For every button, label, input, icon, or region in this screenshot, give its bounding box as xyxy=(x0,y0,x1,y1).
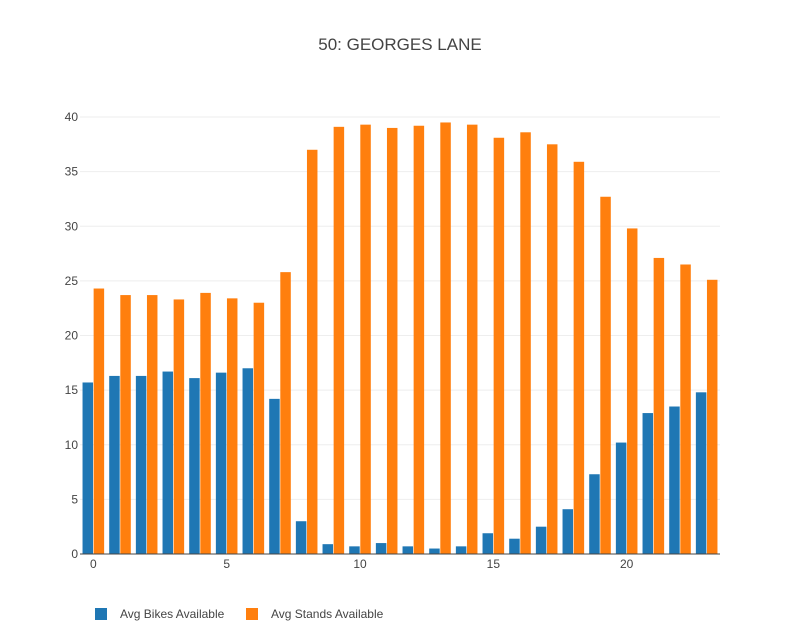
bar-bikes-3[interactable] xyxy=(162,371,174,554)
y-tick-label: 5 xyxy=(71,492,78,506)
bar-stands-17[interactable] xyxy=(546,144,558,554)
bar-stands-21[interactable] xyxy=(653,257,665,554)
bar-bikes-16[interactable] xyxy=(509,538,520,554)
bar-bikes-18[interactable] xyxy=(562,509,574,554)
bar-bikes-6[interactable] xyxy=(242,368,254,554)
legend-item-bikes[interactable]: Avg Bikes Available xyxy=(95,607,225,621)
bar-stands-20[interactable] xyxy=(626,228,638,554)
bar-bikes-19[interactable] xyxy=(589,474,600,554)
legend-label: Avg Stands Available xyxy=(271,607,384,621)
gridlines xyxy=(80,116,720,500)
y-tick-label: 40 xyxy=(65,110,79,124)
chart-title: 50: GEORGES LANE xyxy=(318,35,481,54)
bar-bikes-17[interactable] xyxy=(535,526,547,554)
axes: 0 5 10 15 20 25 30 35 40 0 5 10 15 20 xyxy=(65,110,720,571)
bar-stands-2[interactable] xyxy=(146,295,158,554)
bar-bikes-14[interactable] xyxy=(455,546,467,554)
legend-item-stands[interactable]: Avg Stands Available xyxy=(246,607,384,621)
bar-stands-22[interactable] xyxy=(680,264,691,554)
y-tick-label: 30 xyxy=(65,219,79,233)
bar-stands-19[interactable] xyxy=(600,196,611,554)
bar-bikes-9[interactable] xyxy=(322,544,334,554)
bar-stands-7[interactable] xyxy=(280,272,291,554)
bar-bikes-11[interactable] xyxy=(375,543,387,554)
bar-bikes-21[interactable] xyxy=(642,413,654,554)
bar-bikes-8[interactable] xyxy=(295,521,307,554)
x-tick-label: 0 xyxy=(90,557,97,571)
bar-stands-10[interactable] xyxy=(360,124,371,555)
bar-bikes-23[interactable] xyxy=(695,392,707,554)
y-tick-label: 20 xyxy=(65,329,79,343)
legend-swatch xyxy=(95,608,107,620)
bar-stands-16[interactable] xyxy=(520,132,531,555)
legend-label: Avg Bikes Available xyxy=(120,607,225,621)
bar-stands-12[interactable] xyxy=(413,125,425,555)
bar-bikes-4[interactable] xyxy=(189,378,200,554)
bar-stands-8[interactable] xyxy=(306,149,318,554)
bar-stands-13[interactable] xyxy=(440,122,451,555)
bar-bikes-15[interactable] xyxy=(482,533,494,554)
bar-bikes-10[interactable] xyxy=(349,546,360,554)
y-tick-label: 10 xyxy=(65,438,79,452)
y-tick-label: 0 xyxy=(71,547,78,561)
legend[interactable]: Avg Bikes Available Avg Stands Available xyxy=(95,607,384,621)
bar-bikes-20[interactable] xyxy=(615,442,627,554)
bar-bikes-22[interactable] xyxy=(669,406,680,554)
bar-stands-18[interactable] xyxy=(573,161,585,555)
x-tick-label: 5 xyxy=(223,557,230,571)
bars xyxy=(82,122,718,555)
bar-stands-3[interactable] xyxy=(173,299,185,554)
bar-stands-6[interactable] xyxy=(253,302,265,554)
y-tick-label: 15 xyxy=(65,383,79,397)
x-tick-label: 15 xyxy=(487,557,501,571)
bar-bikes-1[interactable] xyxy=(109,375,120,554)
bar-bikes-0[interactable] xyxy=(82,382,94,554)
bar-stands-23[interactable] xyxy=(706,279,718,554)
y-tick-label: 25 xyxy=(65,274,79,288)
bar-bikes-13[interactable] xyxy=(429,548,440,554)
bar-stands-15[interactable] xyxy=(493,137,505,554)
bar-bikes-12[interactable] xyxy=(402,546,414,554)
bar-bikes-7[interactable] xyxy=(269,398,280,554)
bar-bikes-2[interactable] xyxy=(135,375,147,554)
bar-stands-14[interactable] xyxy=(466,124,478,555)
x-tick-label: 20 xyxy=(620,557,634,571)
bar-stands-0[interactable] xyxy=(93,288,105,554)
x-tick-label: 10 xyxy=(353,557,367,571)
bar-stands-4[interactable] xyxy=(200,292,211,554)
legend-swatch xyxy=(246,608,258,620)
bar-stands-1[interactable] xyxy=(120,295,131,554)
bar-stands-5[interactable] xyxy=(226,298,238,554)
bar-stands-11[interactable] xyxy=(386,127,398,555)
bar-bikes-5[interactable] xyxy=(215,372,227,554)
bar-stands-9[interactable] xyxy=(333,126,345,555)
y-tick-label: 35 xyxy=(65,165,79,179)
